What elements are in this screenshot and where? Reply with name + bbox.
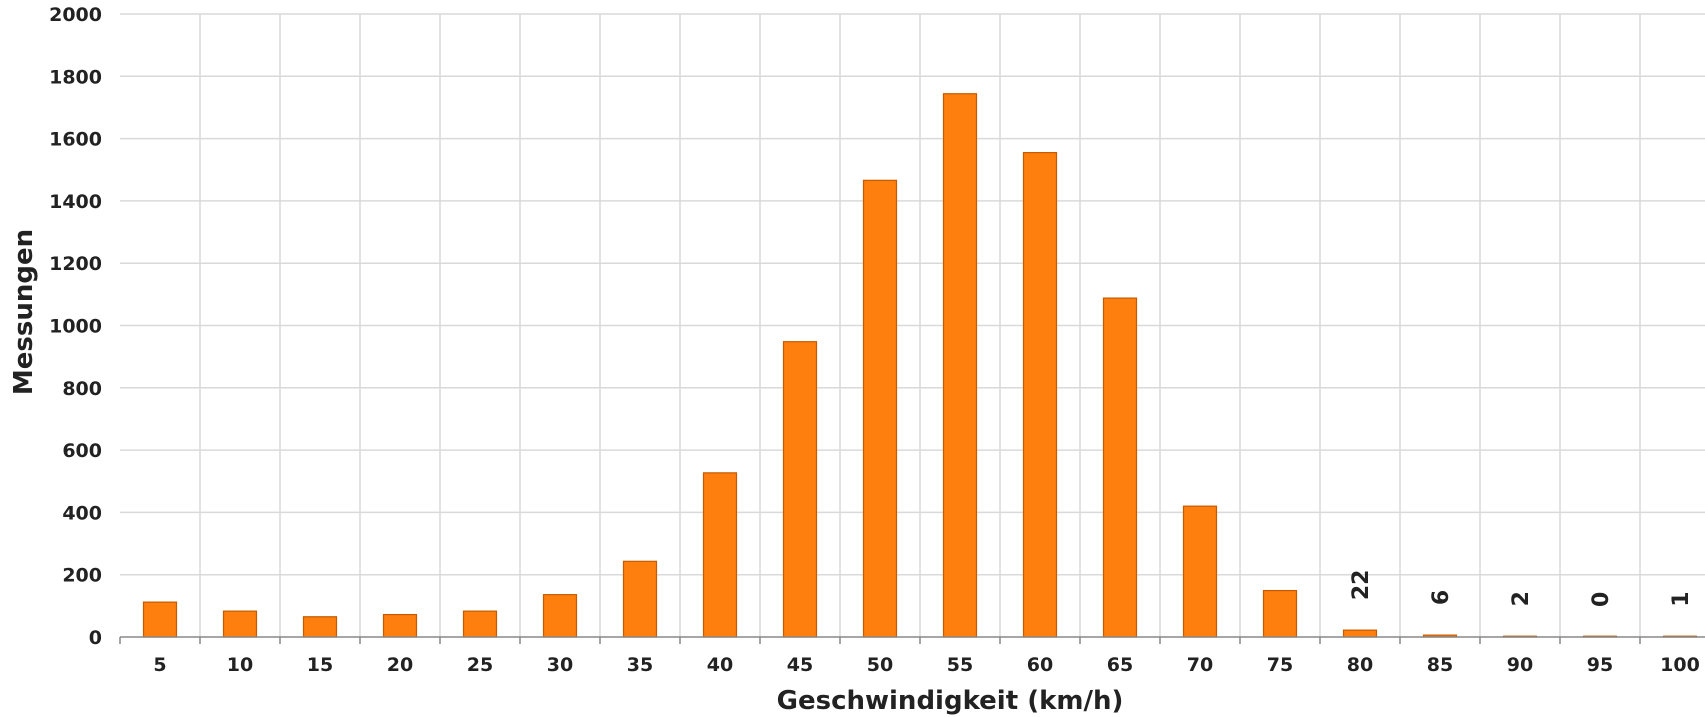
x-tick-labels: 5 10 15 20 25 30 35 40 45 50 55 60 65 70 75 80 85 90 95 100 [153,654,1699,676]
x-tick-label: 95 [1587,654,1613,676]
axes [120,637,1705,644]
data-label-95: 0 [1589,592,1614,607]
bar-75 [1264,591,1297,637]
x-tick-label: 60 [1027,654,1053,676]
x-tick-label: 10 [227,654,253,676]
bar-55 [944,94,977,637]
x-tick-label: 30 [547,654,573,676]
x-tick-label: 25 [467,654,493,676]
y-tick-label: 800 [62,378,102,400]
x-tick-label: 50 [867,654,893,676]
data-label-85: 6 [1429,590,1454,605]
x-tick-label: 45 [787,654,813,676]
y-tick-labels: 0 200 400 600 800 1000 1200 1400 1600 1800 2000 [49,4,102,649]
x-tick-label: 80 [1347,654,1373,676]
y-tick-label: 1800 [49,66,102,88]
x-tick-label: 65 [1107,654,1133,676]
bar-70 [1184,506,1217,637]
x-tick-label: 70 [1187,654,1213,676]
bar-25 [464,611,497,637]
x-tick-label: 85 [1427,654,1453,676]
bar-50 [864,180,897,637]
bar-5 [144,602,177,637]
y-tick-label: 600 [62,440,102,462]
bar-35 [624,561,657,637]
bar-45 [784,342,817,637]
bar-30 [544,595,577,637]
y-tick-label: 0 [89,627,102,649]
x-tick-label: 20 [387,654,413,676]
bar-40 [704,473,737,637]
x-tick-label: 35 [627,654,653,676]
y-tick-label: 400 [62,502,102,524]
y-tick-label: 2000 [49,4,102,26]
x-tick-label: 40 [707,654,733,676]
x-tick-label: 100 [1660,654,1700,676]
y-axis-title: Messungen [9,229,39,395]
y-tick-label: 1200 [49,253,102,275]
bar-20 [384,615,417,637]
x-tick-label: 90 [1507,654,1533,676]
data-label-100: 1 [1669,591,1694,606]
y-tick-label: 1600 [49,129,102,151]
x-tick-label: 15 [307,654,333,676]
bar-60 [1024,153,1057,637]
y-tick-label: 1400 [49,191,102,213]
bar-80 [1344,630,1377,637]
y-tick-label: 1000 [49,316,102,338]
x-axis-title: Geschwindigkeit (km/h) [777,686,1124,716]
bar-65 [1104,298,1137,637]
y-tick-label: 200 [62,565,102,587]
x-tick-label: 75 [1267,654,1293,676]
x-tick-label: 5 [153,654,166,676]
data-label-90: 2 [1509,591,1534,606]
x-tick-label: 55 [947,654,973,676]
data-label-80: 22 [1349,570,1374,601]
grid-lines [120,14,1705,637]
bar-10 [224,611,257,637]
bar-15 [304,617,337,637]
